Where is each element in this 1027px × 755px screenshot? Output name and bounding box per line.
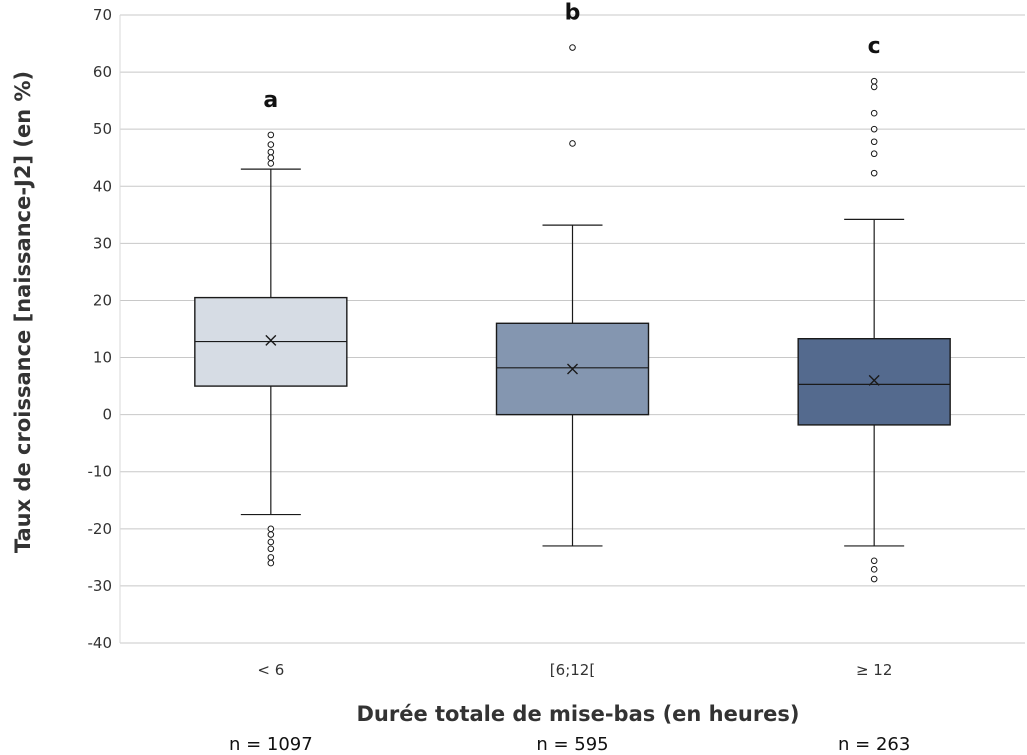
- x-axis-title: Durée totale de mise-bas (en heures): [356, 702, 799, 726]
- sample-sizes: n = 1097 n = 595 n = 263: [229, 734, 910, 755]
- x-axis-ticks: < 6 [6;12[ ≥ 12: [257, 661, 892, 679]
- sample-size-label: n = 595: [536, 734, 608, 755]
- y-tick-label: 50: [93, 120, 112, 138]
- mean-marker: [265, 334, 277, 346]
- significance-letter: c: [868, 34, 881, 59]
- y-tick-label: 0: [102, 406, 112, 424]
- significance-letter: b: [565, 1, 581, 26]
- y-tick-label: -20: [88, 520, 113, 538]
- outlier-point: [870, 575, 878, 583]
- outlier-point: [267, 141, 275, 148]
- outlier-point: [870, 169, 878, 177]
- sample-size-label: n = 263: [838, 734, 910, 755]
- y-axis-title: Taux de croissance [naissance-J2] (en %): [11, 71, 35, 553]
- mean-marker: [567, 363, 578, 375]
- y-tick-label: 20: [93, 291, 112, 309]
- outlier-point: [267, 154, 275, 162]
- y-axis-ticks: 70 60 50 40 30 20 10 0 -10 -20 -30 -40: [88, 6, 113, 652]
- y-tick-label: -30: [88, 577, 113, 595]
- sample-size-label: n = 1097: [229, 734, 313, 755]
- y-tick-label: -40: [88, 634, 113, 652]
- box-group: a: [194, 88, 348, 567]
- outlier-point: [267, 545, 275, 553]
- y-tick-label: 40: [93, 177, 112, 195]
- box-group: c: [797, 34, 951, 583]
- outlier-point: [267, 531, 275, 538]
- outlier-point: [870, 109, 878, 117]
- box-groups: a b c: [194, 1, 951, 583]
- outlier-point: [870, 150, 878, 158]
- outlier-point: [267, 559, 275, 567]
- outlier-point: [870, 138, 878, 146]
- x-tick-label: ≥ 12: [856, 661, 892, 679]
- y-tick-label: 10: [93, 349, 112, 367]
- outlier-point: [569, 140, 576, 147]
- outlier-point: [267, 538, 275, 546]
- outlier-point: [870, 125, 878, 133]
- outlier-point: [870, 566, 878, 573]
- outlier-point: [267, 131, 275, 139]
- outlier-point: [870, 77, 878, 85]
- significance-letter: a: [263, 88, 278, 113]
- outlier-point: [267, 554, 275, 561]
- y-tick-label: 30: [93, 234, 112, 252]
- y-tick-label: -10: [88, 463, 113, 481]
- outlier-point: [870, 557, 878, 565]
- y-tick-label: 70: [93, 6, 112, 24]
- box-group: b: [495, 1, 650, 547]
- x-tick-label: [6;12[: [550, 661, 595, 679]
- box: [797, 338, 951, 426]
- outlier-point: [267, 148, 275, 156]
- y-tick-label: 60: [93, 63, 112, 81]
- outlier-point: [267, 525, 275, 533]
- outlier-point: [870, 83, 878, 91]
- x-tick-label: < 6: [257, 661, 284, 679]
- mean-marker: [868, 374, 880, 386]
- outlier-point: [267, 160, 275, 167]
- outlier-point: [569, 44, 576, 51]
